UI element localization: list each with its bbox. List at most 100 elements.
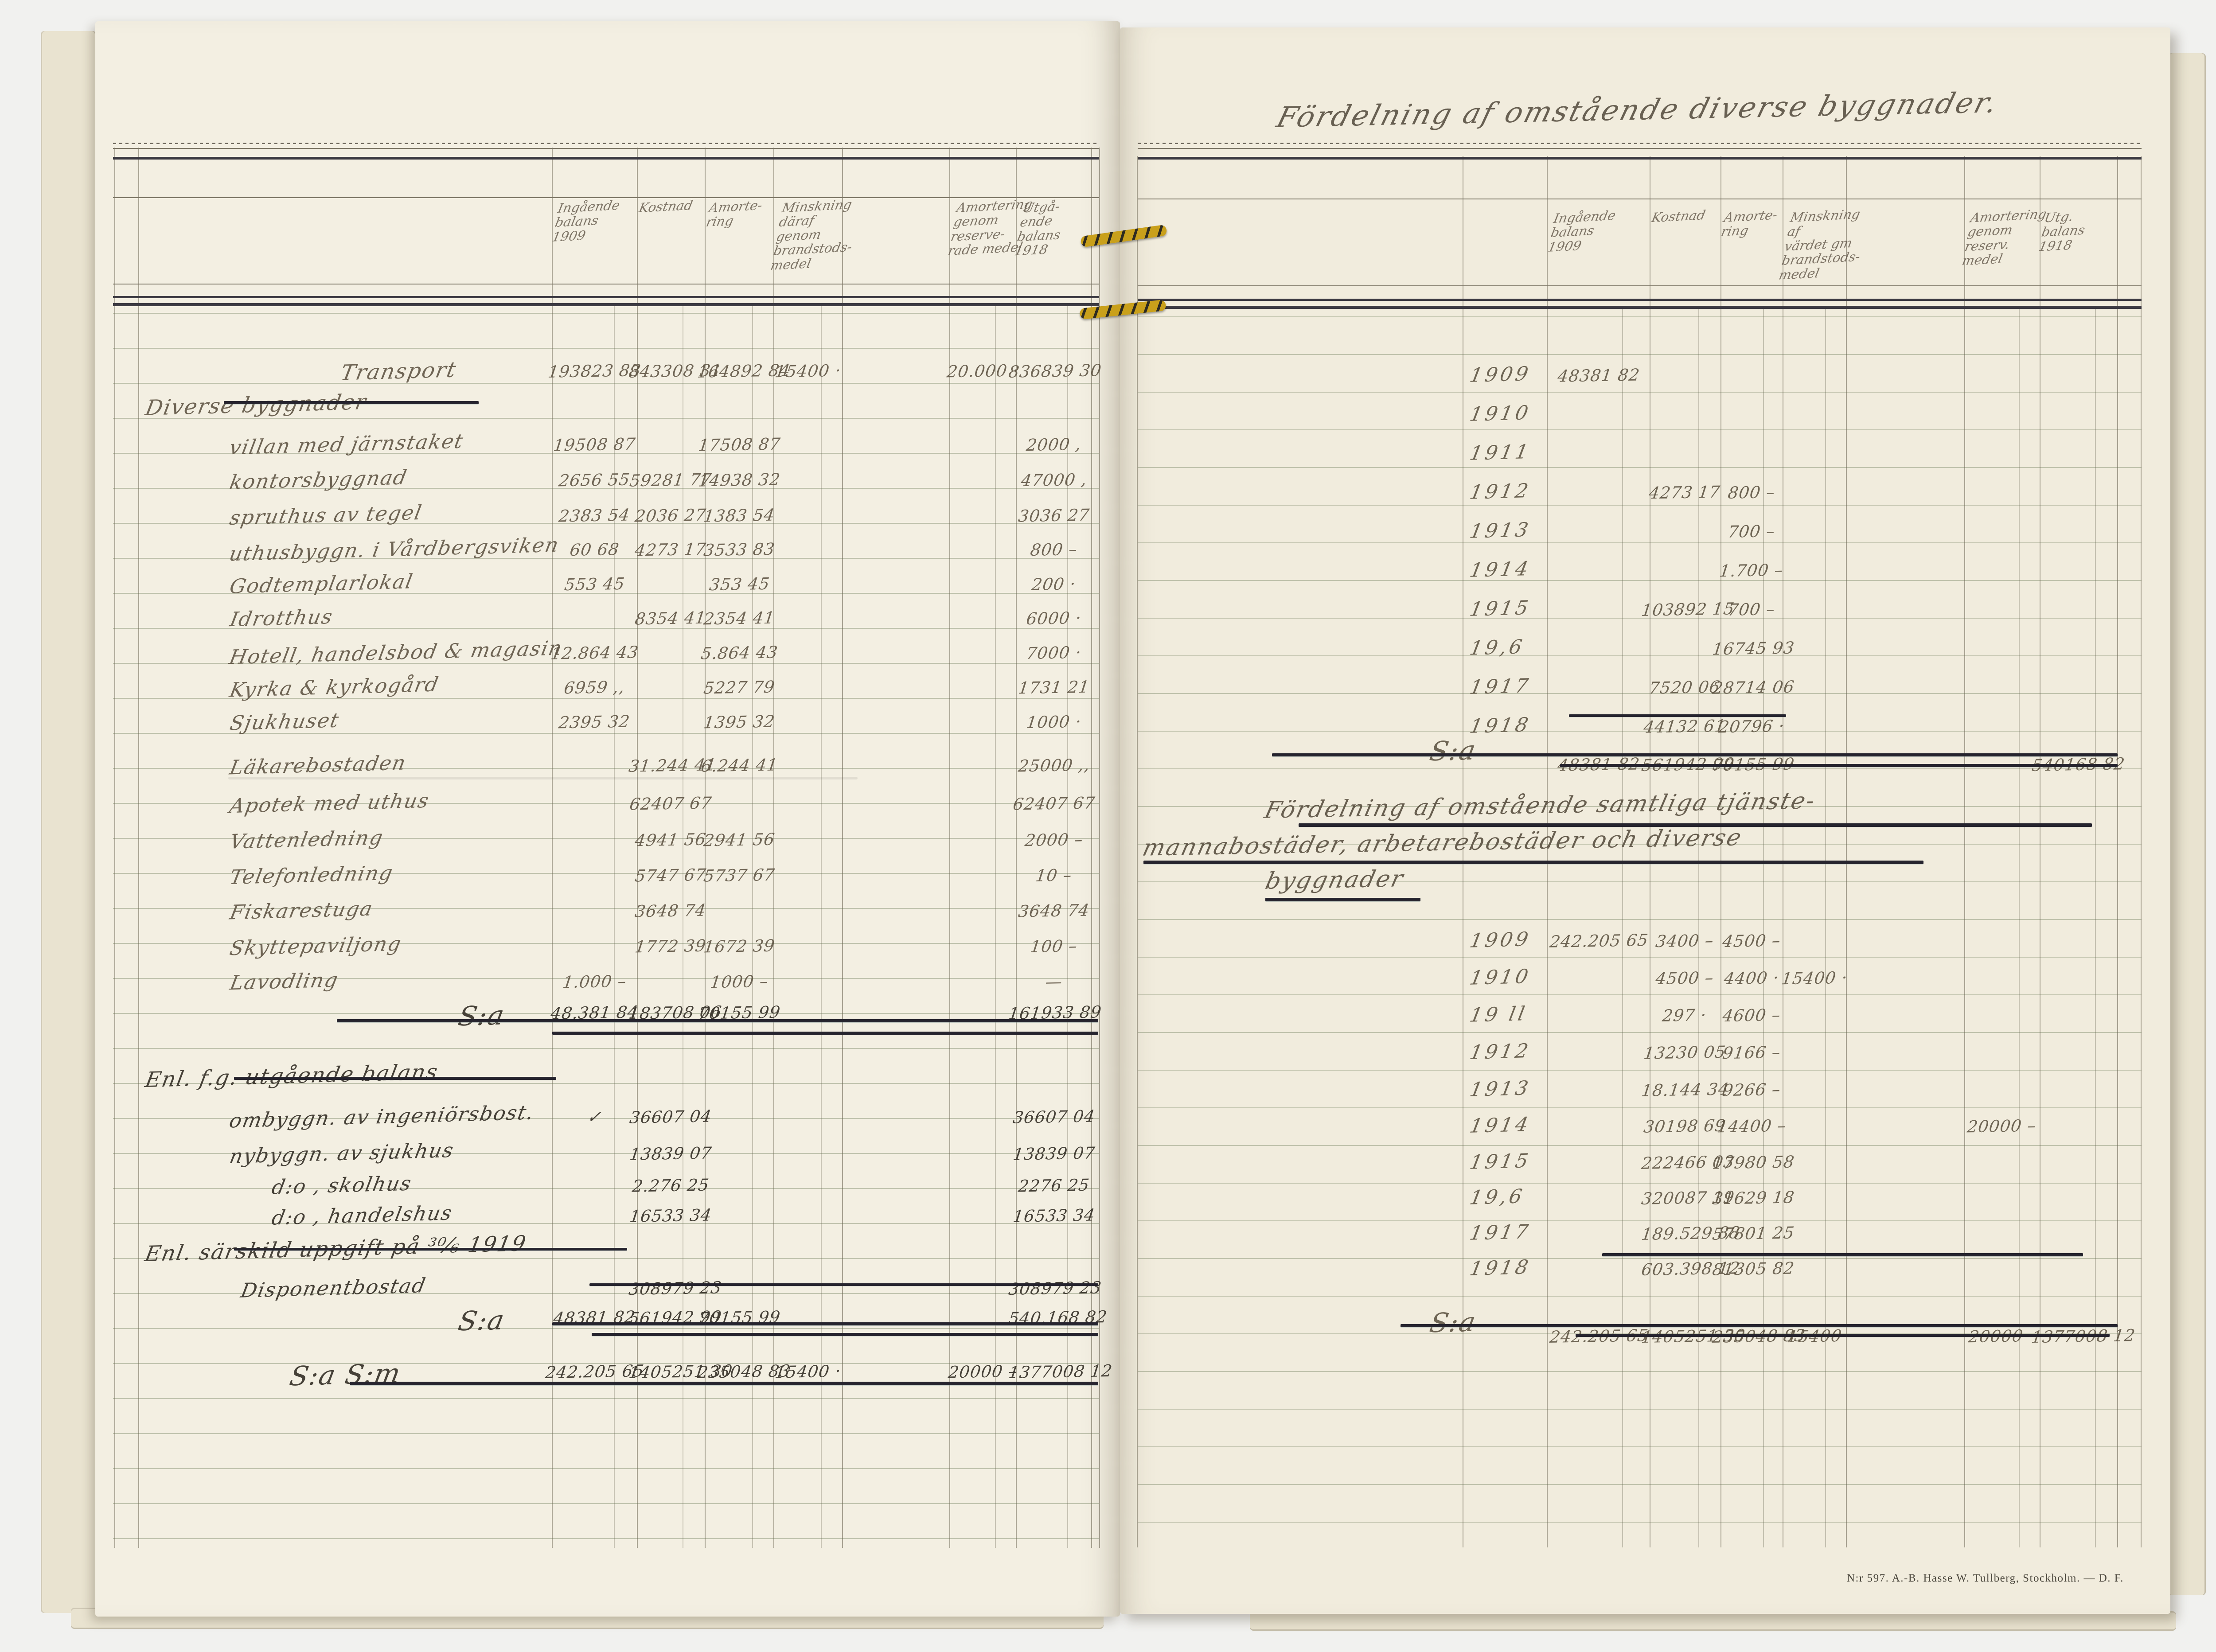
grid-line-horizontal: [113, 1433, 1099, 1434]
grid-line-vertical: [1099, 148, 1100, 1548]
printed-rule: [1138, 299, 2142, 301]
column-header-c7: Utgå- ende balans 1918: [1013, 199, 1062, 259]
printed-rule: [113, 296, 1099, 298]
cell-c3: 4600 –: [1713, 1005, 1791, 1025]
ink-rule: [234, 1077, 556, 1080]
ledger-row-19-6: 19,6 320087 19 31629 18: [1120, 1185, 2170, 1214]
grid-line-horizontal: [113, 1503, 1099, 1504]
grid-line-horizontal: [1138, 844, 2142, 845]
page-stack-edge-right: [2168, 53, 2206, 1595]
ledger-row-uthusbyggn-i-v-rdbergsviken: uthusbyggn. i Vårdbergsviken 60 68 4273 17…: [95, 533, 1120, 566]
ink-rule: [592, 1333, 1098, 1336]
ledger-row-s-a: S:a 48.381 84 183708 06 70155 99 161933 89: [95, 1000, 1120, 1032]
grid-line-horizontal: [1138, 731, 2142, 732]
row-label-text: S:a: [456, 1305, 507, 1337]
cell-value: 353 45: [708, 574, 771, 595]
cell-value: 19508 87: [552, 434, 637, 455]
cell-value: 31629 18: [1711, 1188, 1796, 1208]
ledger-row-kontorsbyggnad: kontorsbyggnad 2656 55 59281 77 14938 32 470…: [95, 465, 1120, 496]
grid-line-ore-divider: [614, 305, 615, 1548]
ledger-row-1909: 1909 242.205 65 3400 – 4500 –: [1120, 928, 2170, 957]
cell-value: 2000 ,: [1025, 434, 1083, 455]
row-label-text: 1918: [1467, 713, 1533, 738]
grid-line-horizontal: [1138, 618, 2142, 619]
row-label: Lavodling: [228, 968, 340, 995]
cell-value: 7520 06: [1648, 677, 1721, 698]
ledger-row-d-o-skolhus: d:o , skolhus 2.276 25 2276 25: [95, 1171, 1120, 1202]
second-section-heading-line: Fördelning af omstående samtliga tjänste…: [1262, 787, 1819, 824]
row-label: S:a S:m: [287, 1358, 404, 1392]
cell-value: 308979 23: [1007, 1278, 1103, 1299]
row-label-text: 1914: [1467, 1113, 1533, 1138]
row-label-text: 1909: [1467, 928, 1533, 952]
ink-rule: [1143, 861, 1923, 864]
row-label-text: 1915: [1467, 1149, 1533, 1174]
cell-value: 28714 06: [1711, 677, 1796, 698]
row-label-text: uthusbyggn. i Vårdbergsviken: [227, 533, 562, 566]
row-label: Skyttepaviljong: [228, 932, 404, 960]
row-label-text: Läkarebostaden: [228, 751, 409, 779]
ink-rule: [1602, 1253, 2083, 1256]
grid-line-horizontal: [113, 768, 1099, 769]
row-label: 1910: [1467, 401, 1533, 426]
row-label-text: 1911: [1467, 440, 1533, 465]
cell-c3: 700 –: [1713, 522, 1791, 542]
grid-line-ore-divider: [1067, 305, 1068, 1548]
cell-c1: 6959 ,,: [545, 678, 644, 697]
ledger-row-1913: 1913 18.144 34 9266 –: [1120, 1077, 2170, 1106]
cell-value: 5.864 43: [700, 643, 779, 663]
cell-value: 2656 55: [558, 470, 632, 491]
cell-c7: 36607 04: [1009, 1107, 1099, 1127]
cell-c7: 800 –: [1009, 540, 1099, 560]
grid-line-horizontal: [113, 1328, 1099, 1329]
row-label: 1914: [1467, 1113, 1533, 1138]
cell-c2: 2.276 25: [629, 1175, 713, 1196]
cell-value: 100 –: [1029, 936, 1079, 956]
cell-c7: 308979 23: [1007, 1278, 1103, 1299]
row-label-text: d:o , skolhus: [270, 1171, 414, 1199]
ledger-row-enl-s-rskild-uppgift-p-1919: Enl. särskild uppgift på ³⁰⁄₆ 1919: [95, 1231, 1120, 1266]
ledger-row-d-o-handelshus: d:o , handelshus 16533 34 16533 34: [95, 1201, 1120, 1232]
cell-value: 15400 ·: [774, 1361, 843, 1382]
ink-rule: [1272, 753, 2118, 756]
cell-value: 7000 ·: [1025, 643, 1083, 663]
row-label-text: S:a S:m: [287, 1358, 404, 1392]
ink-rule: [589, 1283, 1098, 1286]
ledger-row-apotek-med-uthus: Apotek med uthus 62407 67 62407 67: [95, 789, 1120, 820]
cell-value: 20000 –: [1966, 1116, 2037, 1137]
cell-c3: 4500 –: [1713, 931, 1791, 951]
grid-line-horizontal: [113, 418, 1099, 419]
ledger-row-1911: 1911: [1120, 440, 2170, 470]
cell-value: —: [1044, 972, 1064, 992]
grid-line-vertical: [949, 148, 950, 1548]
cell-c4: 15400 ·: [766, 361, 850, 382]
cell-c4: 15400 ·: [766, 1361, 850, 1382]
row-label-text: 1917: [1467, 674, 1533, 699]
grid-line-horizontal: [113, 803, 1099, 804]
ledger-row-1915: 1915 103892 15 700 –: [1120, 596, 2170, 626]
ink-rule: [350, 1382, 1098, 1385]
cell-value: 700 –: [1727, 522, 1776, 542]
row-label: Läkarebostaden: [228, 751, 409, 779]
cell-value: 6959 ,,: [563, 677, 626, 698]
cell-c1: 2395 32: [545, 712, 644, 732]
cell-c3: 14400 –: [1713, 1116, 1791, 1137]
cell-value: 36607 04: [1011, 1107, 1096, 1127]
printed-rule: [113, 143, 1099, 144]
grid-line-vertical: [1846, 156, 1847, 1547]
row-label-text: 1910: [1467, 401, 1533, 426]
row-label-text: Enl. f.g. utgående balans: [143, 1059, 441, 1093]
ledger-row-19-ll: 19 ll 297 · 4600 –: [1120, 1002, 2170, 1032]
cell-c7: 1731 21: [1009, 678, 1099, 698]
grid-line-horizontal: [113, 1293, 1099, 1294]
row-label: Kyrka & kyrkogård: [228, 672, 441, 701]
grid-line-vertical: [2117, 156, 2118, 1547]
cell-value: ✓: [586, 1107, 603, 1127]
cell-c2: 62407 67: [628, 793, 713, 814]
cell-value: 1.000 –: [562, 971, 628, 992]
cell-value: 553 45: [563, 574, 626, 595]
cell-value: 2276 25: [1017, 1175, 1091, 1196]
cell-value: 47000 ,: [1020, 470, 1088, 491]
ledger-row-transport: Transport 193823 83 843308 31 164892 84 1540…: [95, 357, 1120, 387]
cell-value: 8354 41: [634, 608, 708, 629]
